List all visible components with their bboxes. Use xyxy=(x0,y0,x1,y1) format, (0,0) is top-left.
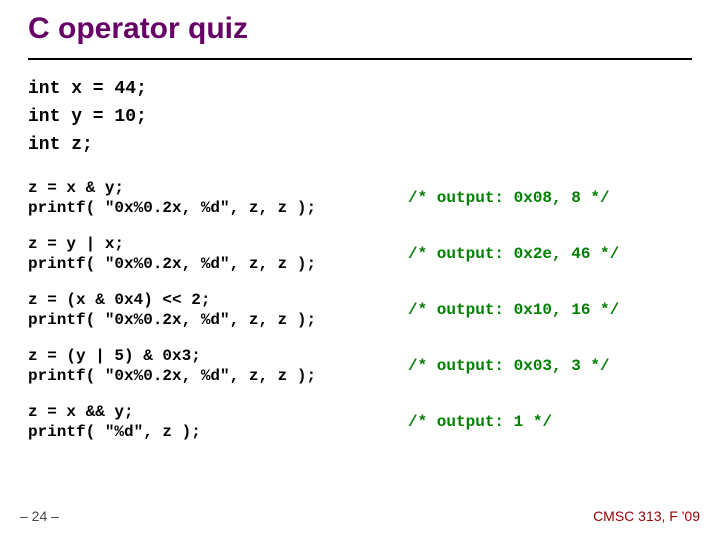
slide-container: C operator quiz int x = 44; int y = 10; … xyxy=(0,0,720,540)
course-tag: CMSC 313, F '09 xyxy=(593,508,700,524)
code-snippet: z = x & y; printf( "0x%0.2x, %d", z, z )… xyxy=(28,178,408,218)
output-comment: /* output: 0x08, 8 */ xyxy=(408,189,610,207)
declarations-block: int x = 44; int y = 10; int z; xyxy=(28,76,692,160)
code-row: z = x && y; printf( "%d", z ); /* output… xyxy=(28,402,692,442)
title-rule xyxy=(28,58,692,60)
output-comment: /* output: 0x2e, 46 */ xyxy=(408,245,619,263)
output-comment: /* output: 1 */ xyxy=(408,413,552,431)
code-snippet: z = (y | 5) & 0x3; printf( "0x%0.2x, %d"… xyxy=(28,346,408,386)
code-row: z = x & y; printf( "0x%0.2x, %d", z, z )… xyxy=(28,178,692,218)
code-snippet: z = x && y; printf( "%d", z ); xyxy=(28,402,408,442)
code-row: z = (x & 0x4) << 2; printf( "0x%0.2x, %d… xyxy=(28,290,692,330)
code-snippet: z = y | x; printf( "0x%0.2x, %d", z, z )… xyxy=(28,234,408,274)
slide-number: – 24 – xyxy=(20,508,59,524)
page-title: C operator quiz xyxy=(28,12,692,48)
output-comment: /* output: 0x10, 16 */ xyxy=(408,301,619,319)
code-snippet: z = (x & 0x4) << 2; printf( "0x%0.2x, %d… xyxy=(28,290,408,330)
output-comment: /* output: 0x03, 3 */ xyxy=(408,357,610,375)
code-row: z = y | x; printf( "0x%0.2x, %d", z, z )… xyxy=(28,234,692,274)
code-row: z = (y | 5) & 0x3; printf( "0x%0.2x, %d"… xyxy=(28,346,692,386)
code-blocks: z = x & y; printf( "0x%0.2x, %d", z, z )… xyxy=(28,178,692,442)
